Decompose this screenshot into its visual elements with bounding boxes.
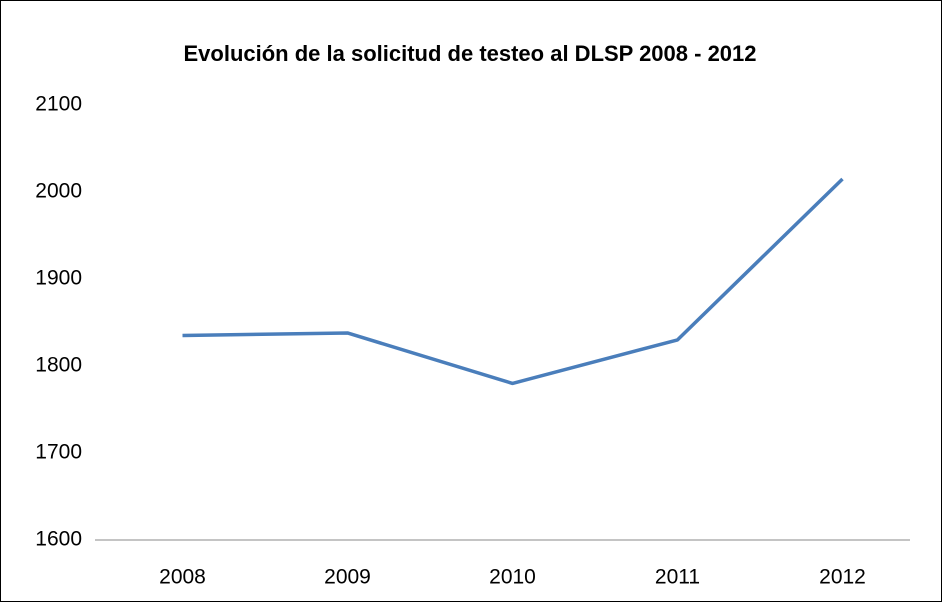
x-tick-label: 2012 [819, 566, 866, 589]
x-tick-label: 2009 [324, 566, 371, 589]
y-tick-label: 1700 [35, 441, 82, 464]
x-tick-label: 2011 [655, 566, 700, 589]
y-tick-label: 2000 [35, 180, 82, 203]
x-tick-label: 2008 [159, 566, 206, 589]
y-tick-label: 1900 [35, 267, 82, 290]
line-series [182, 177, 844, 386]
y-tick-label: 1600 [35, 528, 82, 551]
chart-title: Evolución de la solicitud de testeo al D… [183, 41, 756, 66]
y-tick-label: 2100 [35, 93, 82, 116]
y-tick-label: 1800 [35, 354, 82, 377]
x-tick-label: 2010 [489, 566, 536, 589]
